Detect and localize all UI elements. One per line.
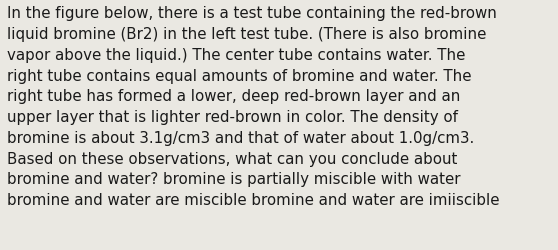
Text: In the figure below, there is a test tube containing the red-brown
liquid bromin: In the figure below, there is a test tub… [7, 6, 499, 207]
